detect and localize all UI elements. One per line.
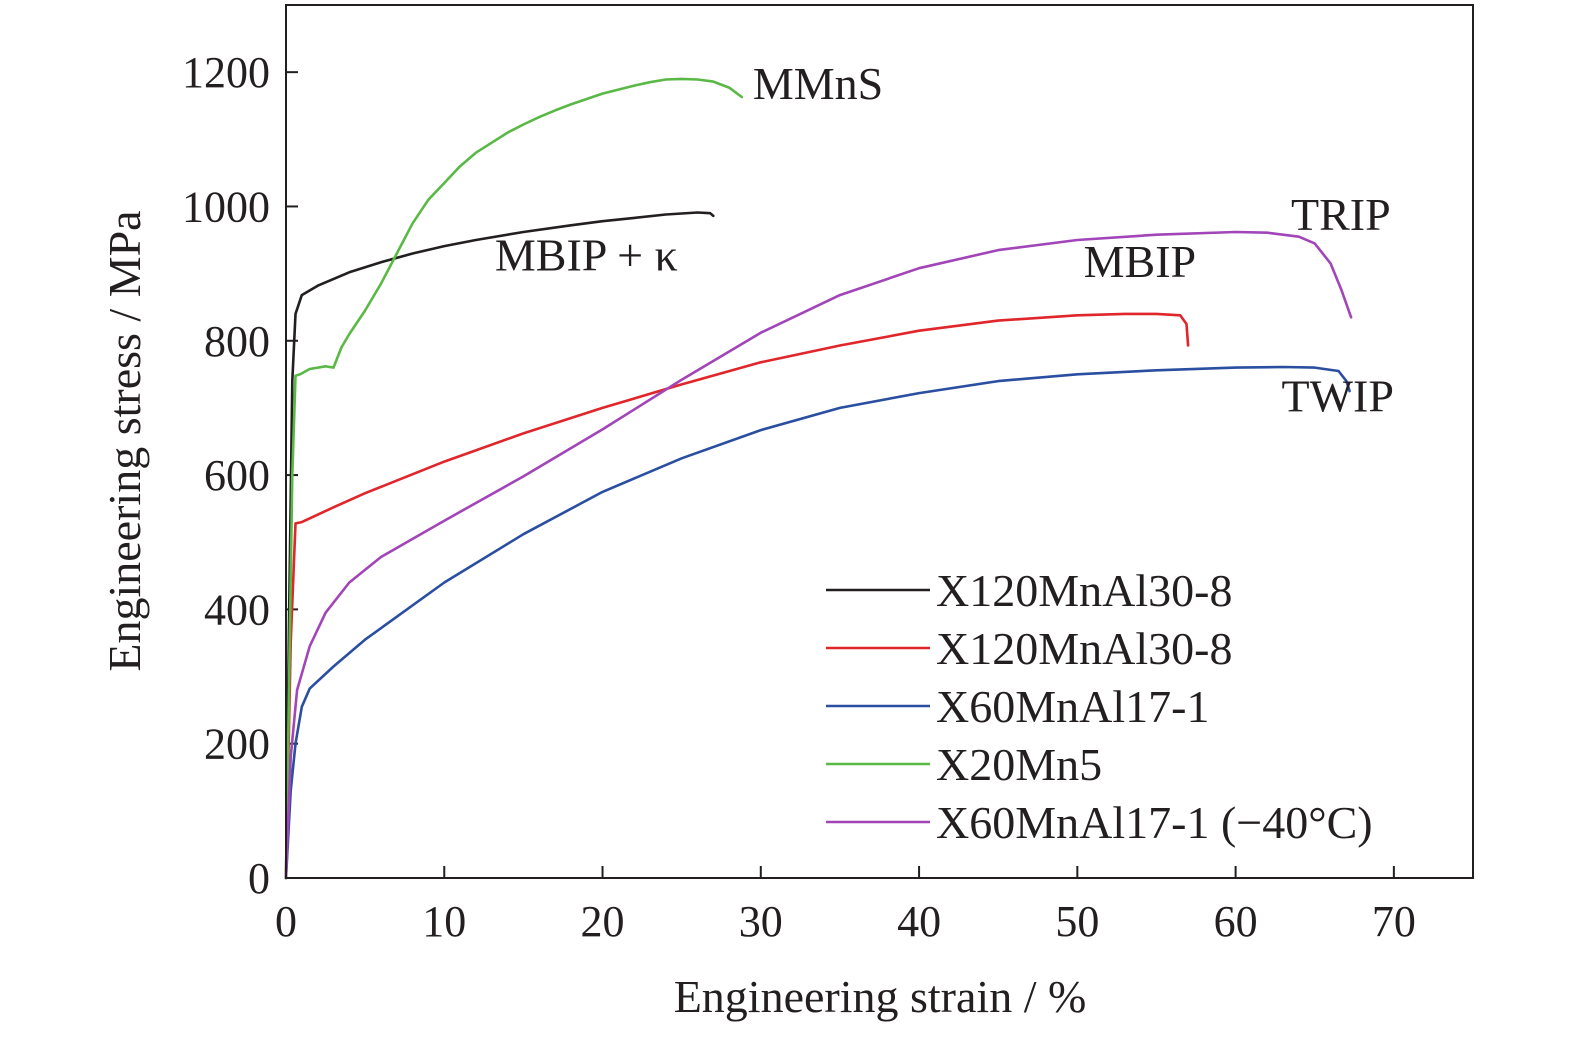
curve-labels: MBIP + κ MBIP TWIP MMnS TRIP <box>495 58 1394 421</box>
series-line-1 <box>284 211 715 880</box>
plot-frame <box>285 4 1474 879</box>
x-tick-label: 60 <box>1214 897 1258 946</box>
legend-label-4: X20Mn5 <box>936 739 1102 790</box>
x-tick-label: 0 <box>275 897 297 946</box>
legend: X120MnAl30-8 X120MnAl30-8 X60MnAl17-1 X20Mn… <box>826 565 1373 848</box>
legend-label-5: X60MnAl17-1 (−40°C) <box>936 797 1373 848</box>
y-tick-label: 200 <box>204 720 270 769</box>
series-line-4 <box>284 77 744 880</box>
y-axis-title: Engineering stress / MPa <box>99 210 150 671</box>
legend-label-3: X60MnAl17-1 <box>936 681 1209 732</box>
x-tick-label: 30 <box>739 897 783 946</box>
curve-label-5: TRIP <box>1291 189 1391 240</box>
axis-ticks: 0 10 20 30 40 50 60 70 0 200 400 600 800 1000 1200 <box>182 48 1416 946</box>
x-tick-label: 20 <box>581 897 625 946</box>
series-line-2 <box>284 312 1190 880</box>
x-tick-label: 10 <box>422 897 466 946</box>
y-tick-label: 800 <box>204 317 270 366</box>
legend-label-1: X120MnAl30-8 <box>936 565 1232 616</box>
curve-label-1: MBIP + κ <box>495 229 678 280</box>
series-line-3 <box>284 365 1351 880</box>
curve-label-3: TWIP <box>1281 370 1393 421</box>
curve-label-4: MMnS <box>753 58 883 109</box>
x-axis-title: Engineering strain / % <box>674 971 1087 1022</box>
y-tick-label: 400 <box>204 585 270 634</box>
y-tick-label: 0 <box>248 854 270 903</box>
x-tick-label: 50 <box>1055 897 1099 946</box>
series-line-5 <box>284 230 1353 880</box>
curve-label-2: MBIP <box>1084 236 1196 287</box>
series-lines <box>284 77 1353 880</box>
y-tick-label: 1200 <box>182 48 270 97</box>
x-tick-label: 40 <box>897 897 941 946</box>
legend-label-2: X120MnAl30-8 <box>936 623 1232 674</box>
x-tick-label: 70 <box>1372 897 1416 946</box>
y-tick-label: 600 <box>204 451 270 500</box>
y-tick-label: 1000 <box>182 182 270 231</box>
